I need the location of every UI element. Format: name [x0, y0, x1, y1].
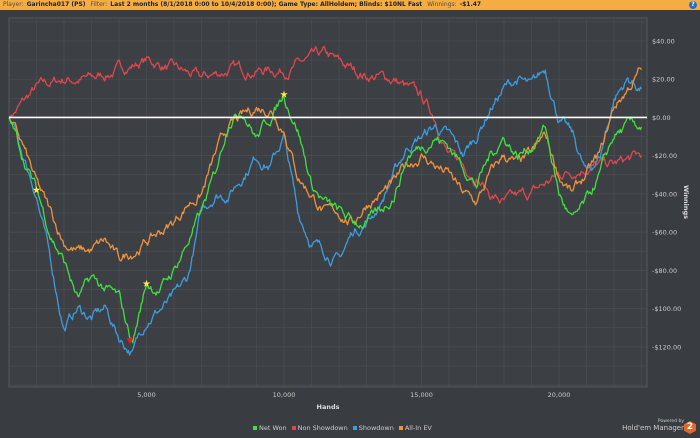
help-icon[interactable]: ? [689, 1, 697, 9]
winnings-label: Winnings: [427, 1, 457, 8]
player-label: Player: [3, 1, 24, 8]
y-tick-label: -$100.00 [652, 305, 681, 313]
y-tick-label: -$80.00 [652, 267, 677, 275]
y-tick-label: -$60.00 [652, 229, 677, 237]
legend-swatch [291, 426, 296, 430]
y-axis-label: Winnings [682, 185, 690, 219]
series-showdown [8, 69, 643, 356]
legend-item[interactable]: All-In EV [398, 424, 432, 432]
brand-name: Hold'em Manager [622, 424, 684, 432]
series-all-in-ev [8, 67, 642, 262]
player-value: Garincha017 (PS) [26, 1, 86, 8]
series-net-won [8, 95, 643, 344]
winnings-value: -$1.47 [459, 1, 482, 8]
brand: Powered by Hold'em Manager [622, 419, 684, 432]
x-tick-label: 5,000 [137, 391, 156, 399]
star-marker [32, 186, 41, 194]
y-tick-label: -$40.00 [652, 190, 677, 198]
star-marker [142, 279, 151, 287]
legend-label: Showdown [358, 424, 394, 432]
legend-item[interactable]: Non Showdown [291, 424, 348, 432]
y-tick-label: -$120.00 [652, 343, 681, 351]
legend-item[interactable]: Showdown [352, 424, 394, 432]
hm2-logo: 2 [684, 421, 696, 434]
legend-swatch [352, 426, 357, 430]
plot-area [8, 17, 648, 388]
powered-by: Powered by [657, 419, 684, 424]
legend-item[interactable]: Net Won [253, 424, 287, 432]
y-tick-label: $20.00 [652, 76, 675, 84]
y-tick-label: $0.00 [652, 114, 671, 122]
triangle-marker [126, 338, 134, 345]
legend-label: All-In EV [404, 424, 432, 432]
filter-value: Last 2 months (8/1/2018 0:00 to 10/4/201… [110, 1, 423, 8]
x-axis-label: Hands [317, 403, 340, 411]
legend-label: Net Won [259, 424, 287, 432]
legend-label: Non Showdown [297, 424, 348, 432]
y-tick-label: $40.00 [652, 37, 675, 45]
legend-swatch [253, 426, 257, 430]
filter-label: Filter: [90, 1, 108, 8]
series-non-showdown [8, 45, 643, 204]
x-tick-label: 20,000 [548, 391, 571, 399]
x-tick-label: 15,000 [410, 391, 433, 399]
x-tick-label: 10,000 [273, 391, 296, 399]
legend-swatch [398, 426, 403, 430]
legend: Net Won Non Showdown Showdown All-In EV [253, 424, 437, 432]
y-tick-label: -$20.00 [652, 152, 677, 160]
star-marker [280, 90, 288, 98]
filter-header: Player: Garincha017 (PS) Filter: Last 2 mo… [0, 0, 700, 10]
